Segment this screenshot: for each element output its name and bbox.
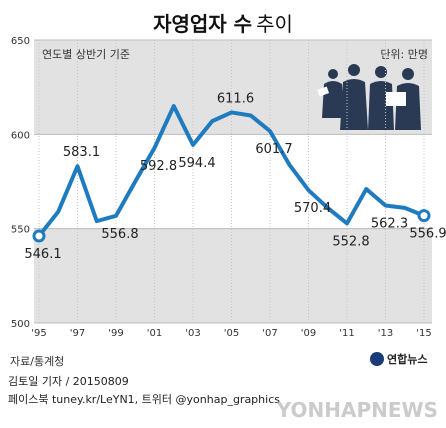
data-labels: 546.1 583.1 556.8 592.8 594.4 611.6 601.7 570.4… bbox=[24, 91, 446, 262]
chart-title: 자영업자 수 추이 bbox=[10, 8, 436, 38]
title-regular: 추이 bbox=[256, 12, 293, 36]
watermark: YONHAPNEWS bbox=[276, 398, 438, 422]
data-label: 570.4 bbox=[294, 201, 331, 216]
bottom-band bbox=[34, 228, 432, 323]
data-label: 592.8 bbox=[140, 159, 177, 174]
data-label: 611.6 bbox=[217, 91, 254, 106]
logo-text: 연합뉴스 bbox=[387, 353, 428, 366]
x-tick-label: '03 bbox=[185, 328, 200, 339]
y-tick-label: 600 bbox=[11, 130, 30, 141]
source-label: 자료/통계청 bbox=[10, 355, 65, 368]
footer-line2: 페이스북 tuney.kr/LeYN1, 트위터 @yonhap_graphic… bbox=[8, 393, 280, 406]
y-tick-label: 550 bbox=[11, 225, 30, 236]
x-tick-label: '11 bbox=[339, 328, 354, 339]
data-point-marker bbox=[32, 229, 46, 243]
x-tick-label: '99 bbox=[108, 328, 123, 339]
chart-subtitle: 연도별 상반기 기준 bbox=[42, 48, 130, 61]
x-tick-label: '95 bbox=[31, 328, 46, 339]
y-tick-label: 500 bbox=[11, 319, 30, 330]
x-tick-label: '05 bbox=[224, 328, 239, 339]
x-tick-label: '01 bbox=[147, 328, 162, 339]
data-label: 556.8 bbox=[101, 227, 138, 242]
unit-label: 단위: 만명 bbox=[380, 48, 428, 61]
credit-footer: 김토일 기자 / 20150809 페이스북 tuney.kr/LeYN1, 트… bbox=[8, 373, 280, 409]
y-axis-ticks: 650 600 550 500 bbox=[11, 36, 30, 330]
footer-line1: 김토일 기자 / 20150809 bbox=[8, 375, 129, 388]
data-label: 601.7 bbox=[255, 142, 292, 157]
data-label: 594.4 bbox=[178, 156, 215, 171]
x-tick-label: '07 bbox=[262, 328, 277, 339]
data-label: 562.3 bbox=[371, 216, 408, 231]
yonhap-logo: 연합뉴스 bbox=[370, 351, 427, 367]
business-people-illustration bbox=[317, 64, 421, 130]
x-tick-label: '15 bbox=[416, 328, 431, 339]
x-axis-ticks: '95 '97 '99 '01 '03 '05 '07 '09 '11 '13 '15 bbox=[31, 328, 431, 339]
x-tick-label: '13 bbox=[378, 328, 393, 339]
x-tick-label: '97 bbox=[70, 328, 85, 339]
data-point-marker bbox=[417, 209, 431, 223]
data-label: 552.8 bbox=[332, 234, 369, 249]
x-tick-label: '09 bbox=[301, 328, 316, 339]
series-line bbox=[37, 104, 425, 238]
data-markers bbox=[32, 209, 431, 243]
data-label: 583.1 bbox=[63, 145, 100, 160]
grid-lines bbox=[34, 39, 432, 324]
yonhap-logo-icon bbox=[370, 352, 384, 366]
title-bold: 자영업자 수 bbox=[153, 12, 253, 36]
y-tick-label: 650 bbox=[11, 36, 30, 47]
data-label: 546.1 bbox=[24, 247, 61, 262]
data-label: 556.9 bbox=[409, 227, 446, 242]
